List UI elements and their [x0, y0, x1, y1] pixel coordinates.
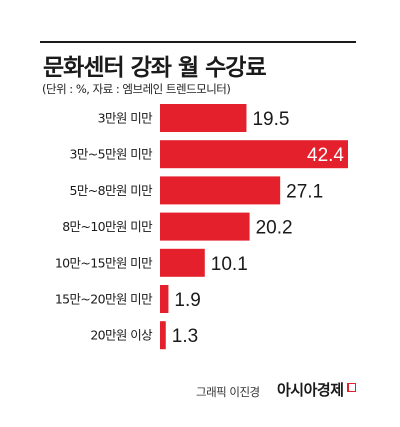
publisher-logo: 아시아경제 — [277, 379, 356, 400]
value-label: 42.4 — [307, 145, 344, 166]
category-label: 5만~8만원 미만 — [70, 183, 154, 198]
category-label: 15만~20만원 미만 — [55, 292, 153, 307]
bar-6 — [160, 321, 166, 350]
chart-subtitle: (단위 : %, 자료 : 엠브레인 트렌드모니터) — [42, 82, 231, 96]
value-label: 1.9 — [174, 290, 200, 311]
bar-3 — [160, 212, 250, 241]
value-label: 19.5 — [252, 109, 289, 130]
bar-0 — [160, 104, 247, 132]
top-rule — [40, 41, 356, 43]
value-label: 10.1 — [211, 254, 248, 275]
bar-2 — [160, 176, 281, 205]
bar-1 — [160, 140, 348, 169]
value-label: 1.3 — [172, 326, 198, 347]
category-label: 20만원 이상 — [90, 328, 153, 343]
logo-mark-icon — [346, 383, 356, 392]
graphic-credit: 그래픽 이진경 — [196, 385, 260, 399]
publisher-logo-text: 아시아경제 — [277, 381, 344, 399]
category-label: 3만원 미만 — [98, 111, 153, 126]
chart-title: 문화센터 강좌 월 수강료 — [43, 55, 267, 81]
category-label: 8만~10만원 미만 — [62, 219, 153, 234]
category-label: 10만~15만원 미만 — [55, 255, 153, 270]
category-label: 3만~5만원 미만 — [70, 147, 154, 162]
bar-5 — [160, 285, 169, 313]
value-label: 27.1 — [286, 181, 323, 202]
value-label: 20.2 — [256, 218, 293, 239]
bar-4 — [160, 248, 205, 277]
